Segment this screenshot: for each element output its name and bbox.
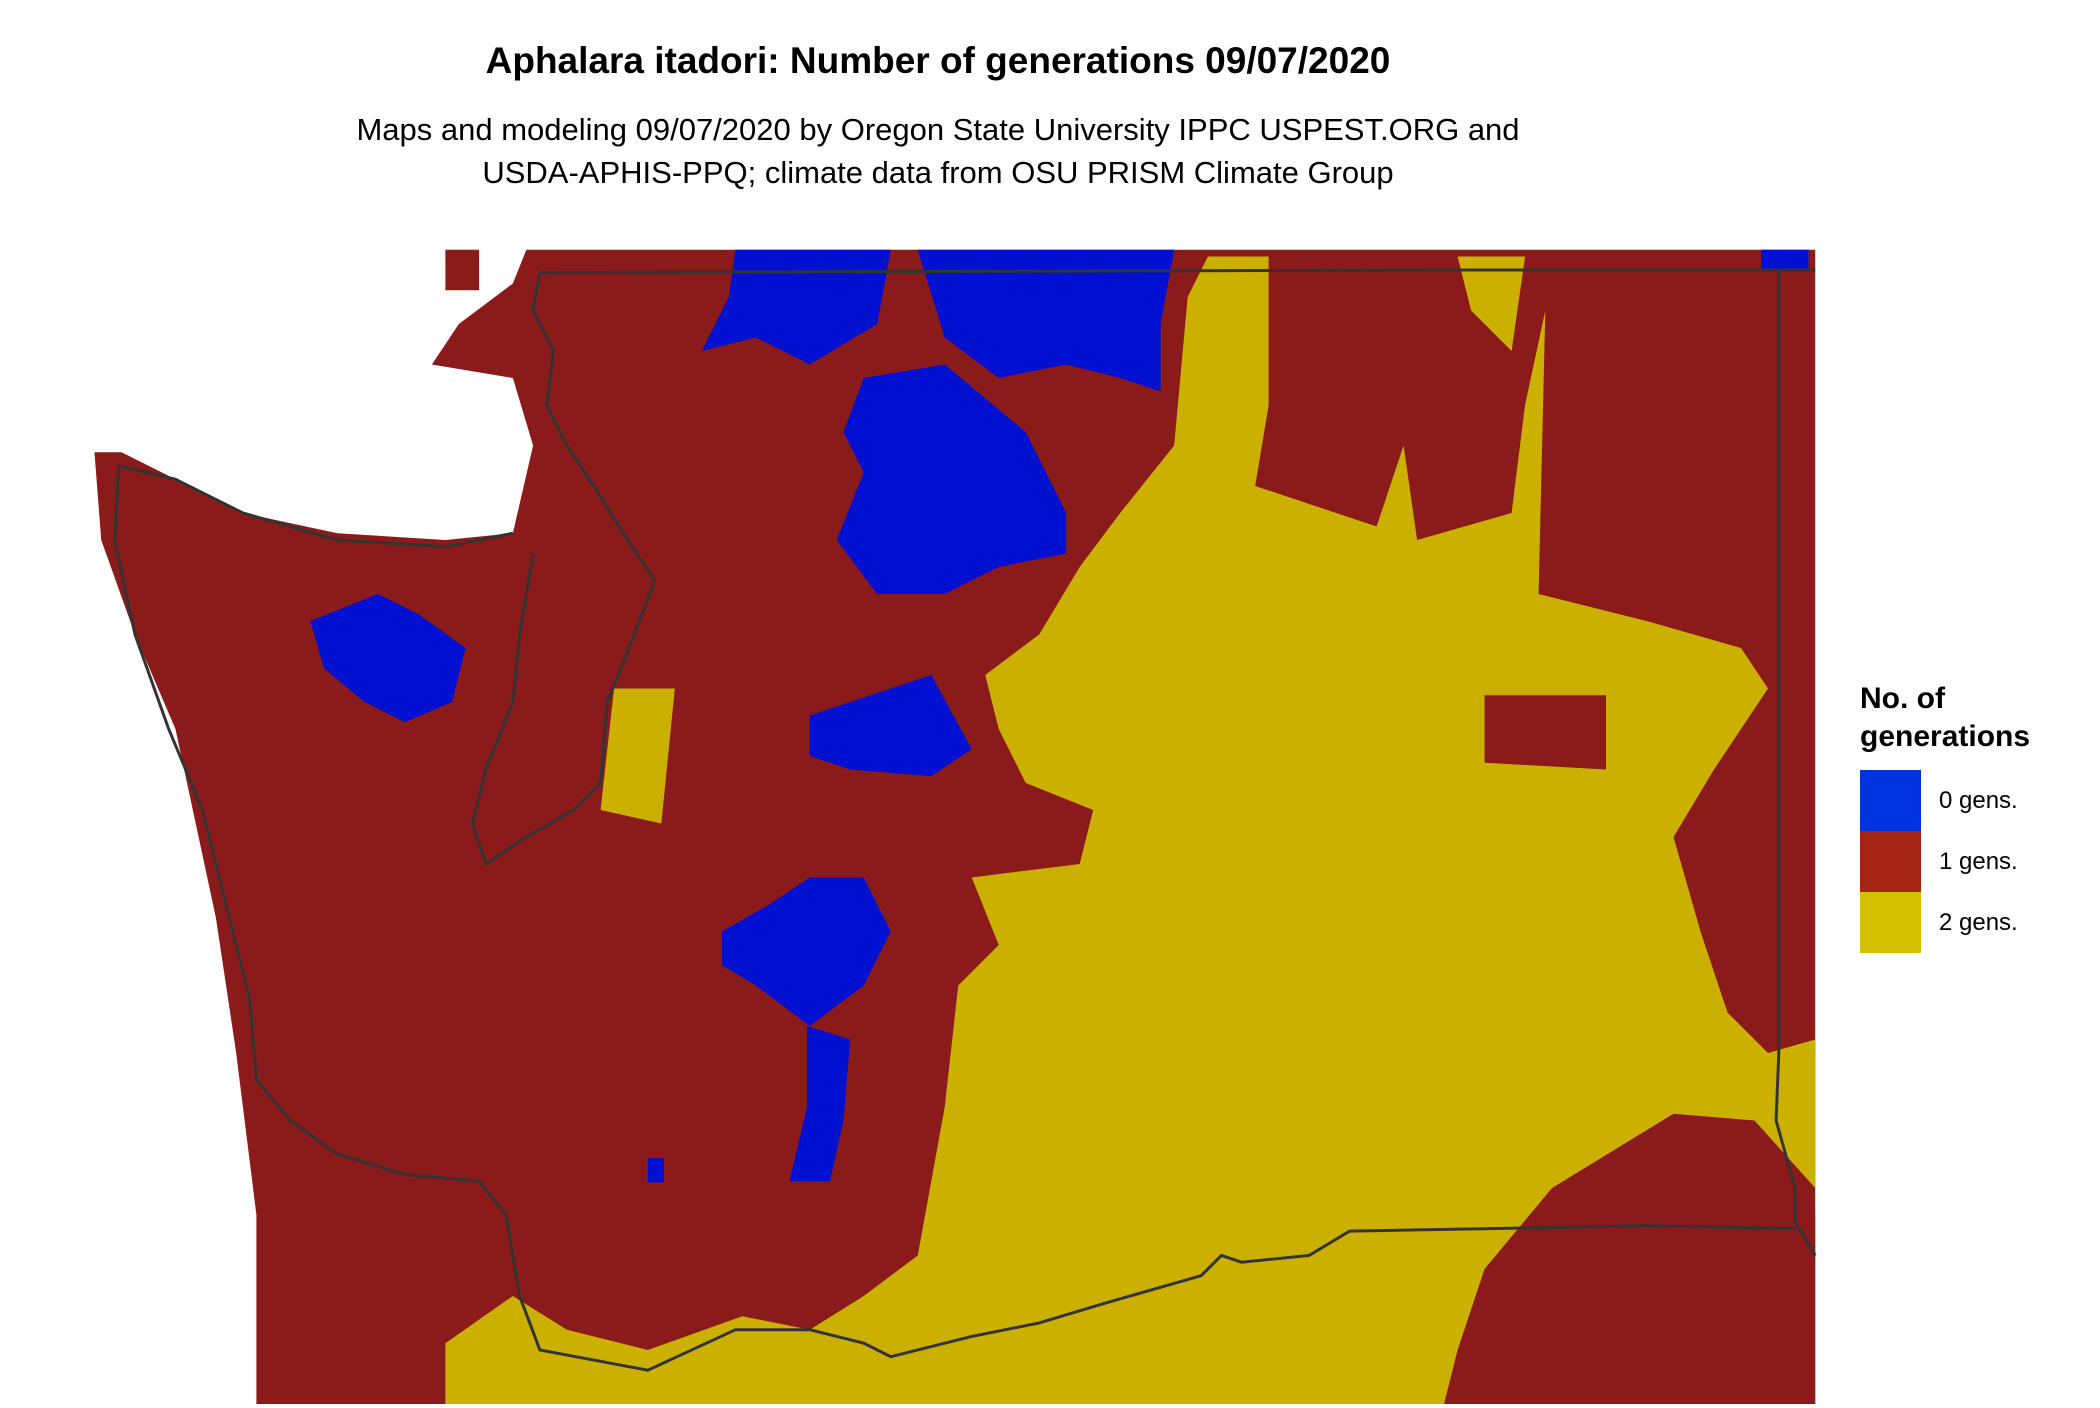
legend-swatch <box>1860 831 1921 892</box>
legend-item-1-gens: 1 gens. <box>1860 831 2030 892</box>
two-gens-region <box>445 256 1816 1404</box>
legend-title-line-2: generations <box>1860 720 2031 753</box>
map-title: Aphalara itadori: Number of generations … <box>485 40 1391 81</box>
legend-label: 2 gens. <box>1939 908 2018 936</box>
state-border <box>113 268 1817 1372</box>
zero-gens-region <box>310 249 1809 1183</box>
legend-title-line-1: No. of <box>1860 682 1945 715</box>
legend-swatch <box>1860 892 1921 953</box>
legend-item-0-gens: 0 gens. <box>1860 770 2030 831</box>
puget-sound-coastline <box>470 272 657 867</box>
legend: No. of generations 0 gens. 1 gens. 2 gen… <box>1860 680 2030 953</box>
legend-label: 0 gens. <box>1939 786 2018 814</box>
map-subtitle-line-1: Maps and modeling 09/07/2020 by Oregon S… <box>356 112 1520 147</box>
one-gen-inclusions <box>1471 695 1816 1404</box>
legend-swatch <box>1860 770 1921 831</box>
map-subtitle-line-2: USDA-APHIS-PPQ; climate data from OSU PR… <box>482 155 1394 190</box>
legend-label: 1 gens. <box>1939 847 2018 875</box>
legend-item-2-gens: 2 gens. <box>1860 892 2030 953</box>
